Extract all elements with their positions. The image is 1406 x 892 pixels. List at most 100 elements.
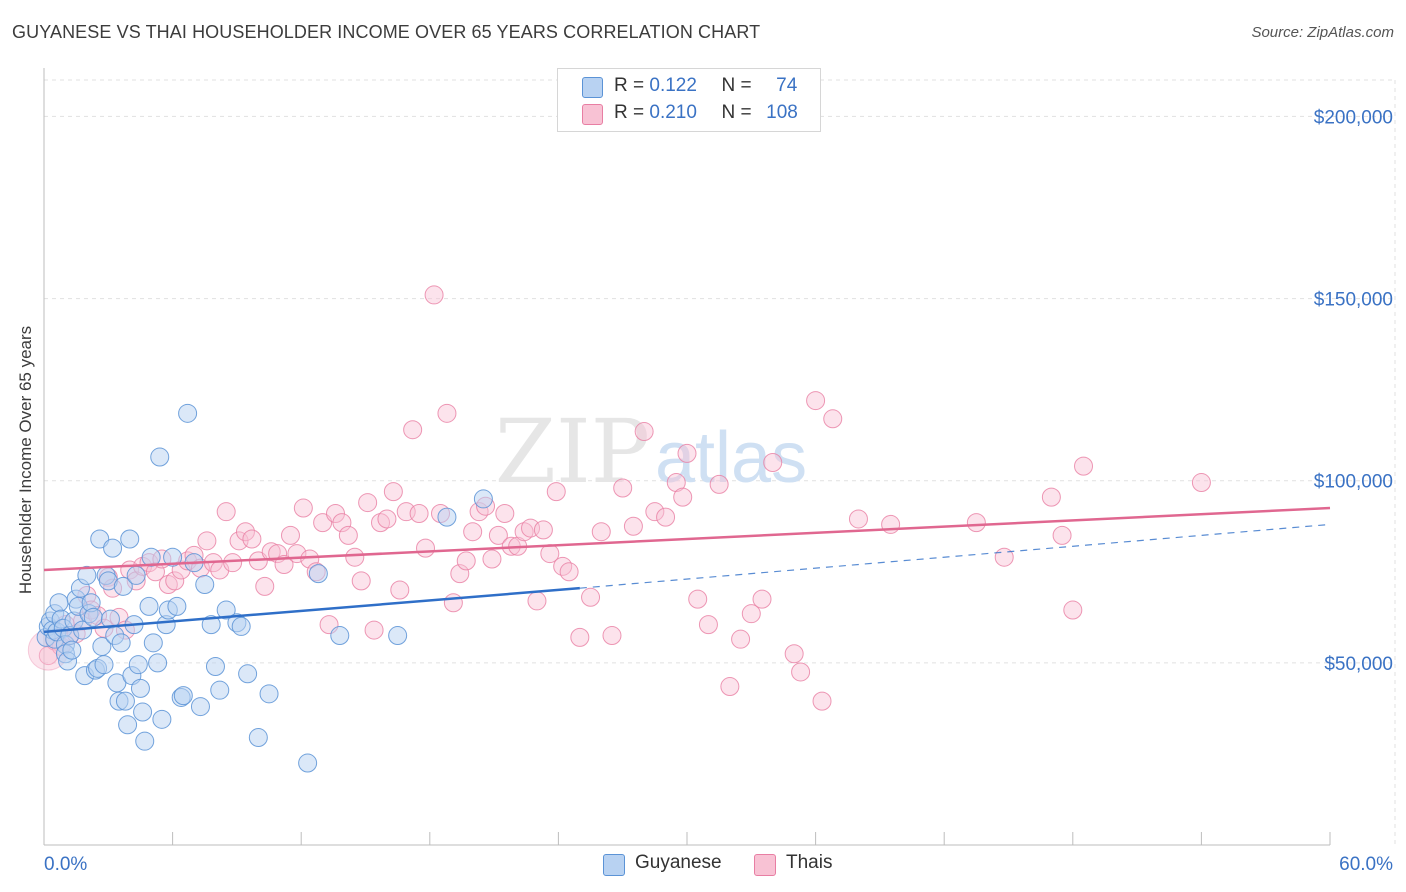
guyanese-point [167,596,187,616]
thais-point [313,513,333,533]
thais-point [482,549,502,569]
thais-point [403,420,423,440]
thais-point [450,564,470,584]
thais-point [158,575,178,595]
guyanese-point [231,616,251,636]
guyanese-point [135,731,155,751]
bottom-legend-guyanese-label: Guyanese [635,852,722,873]
guyanese-point [113,576,133,596]
legend-guyanese-n-label: N = [721,75,752,96]
guyanese-point [195,575,215,595]
thais-point [338,525,358,545]
guyanese-point [201,615,221,635]
y-tick-label: $50,000 [1324,654,1393,675]
guyanese-point [133,702,153,722]
thais-point [216,502,236,522]
thais-point [514,522,534,542]
y-tick-label: $200,000 [1314,107,1393,128]
axes [43,68,1331,846]
guyanese-point [473,489,493,509]
thais-point [994,547,1014,567]
thais-point [848,509,868,529]
thais-point [364,620,384,640]
thais-point [673,487,693,507]
guyanese-point [139,596,159,616]
thais-point [437,403,457,423]
guyanese-trend-extension [579,523,1331,589]
y-tick-label: $150,000 [1314,290,1393,311]
guyanese-point [190,697,210,717]
thais-point [602,626,622,646]
x-tick-label-min: 0.0% [44,854,87,875]
guyanese-point [143,633,163,653]
thais-point [720,677,740,697]
thais-point [345,547,365,567]
thais-point [806,391,826,411]
guyanese-point [437,507,457,527]
thais-point [377,509,397,529]
thais-point [581,587,601,607]
thais-point [371,513,391,533]
guyanese-point [248,728,268,748]
thais-point [358,493,378,513]
correlation-legend: R = 0.122 N = 74 R = 0.210 N = 108 [557,68,821,132]
thais-point [261,542,281,562]
guyanese-point [126,565,146,585]
thais-point [1063,600,1083,620]
guyanese-point [163,547,183,567]
thais-point [255,576,275,596]
guyanese-point [259,684,279,704]
guyanese-point [152,709,172,729]
guyanese-point [216,600,236,620]
thais-point [416,538,436,558]
thais-point [591,522,611,542]
thais-point [533,520,553,540]
thais-point [300,549,320,569]
legend-guyanese-stats: R = 0.122 N = 74 [614,75,797,97]
thais-point [1074,456,1094,476]
thais-point [613,478,633,498]
thais-point [424,285,444,305]
legend-thais-stats: R = 0.210 N = 108 [614,102,798,124]
guyanese-point [120,529,140,549]
thais-point [546,482,566,502]
thais-point [784,644,804,664]
trend-lines [43,506,1331,634]
thais-point [812,691,832,711]
thais-point [165,571,185,591]
thais-point [390,580,410,600]
chart-title: GUYANESE VS THAI HOUSEHOLDER INCOME OVER… [12,22,761,42]
thais-point [527,591,547,611]
thais-point [280,525,300,545]
guyanese-point [150,447,170,467]
thais-point [741,604,761,624]
thais-point [791,662,811,682]
guyanese-point [308,564,328,584]
thais-point [235,522,255,542]
guyanese-point [130,678,150,698]
thais-point [634,422,654,442]
thais-point [698,615,718,635]
thais-point [731,629,751,649]
thais-point [623,516,643,536]
guyanese-point [178,403,198,423]
guyanese-point [388,626,408,646]
thais-point [332,513,352,533]
source-label: Source: ZipAtlas.com [1251,24,1394,41]
legend-thais-r-value: 0.210 [649,102,697,123]
legend-thais-n-label: N = [721,102,752,123]
thais-swatch [582,104,603,125]
guyanese-trend-line [43,586,580,634]
thais-point [223,553,243,573]
guyanese-point [330,626,350,646]
thais-point [656,507,676,527]
thais-point [752,589,772,609]
guyanese-point [210,680,230,700]
thais-point [351,571,371,591]
bottom-thais-swatch [754,854,776,876]
guyanese-point [173,686,193,706]
bottom-guyanese-swatch [603,854,625,876]
legend-thais-n-value: 108 [766,102,798,123]
y-tick-label: $100,000 [1314,472,1393,493]
thais-point [823,409,843,429]
